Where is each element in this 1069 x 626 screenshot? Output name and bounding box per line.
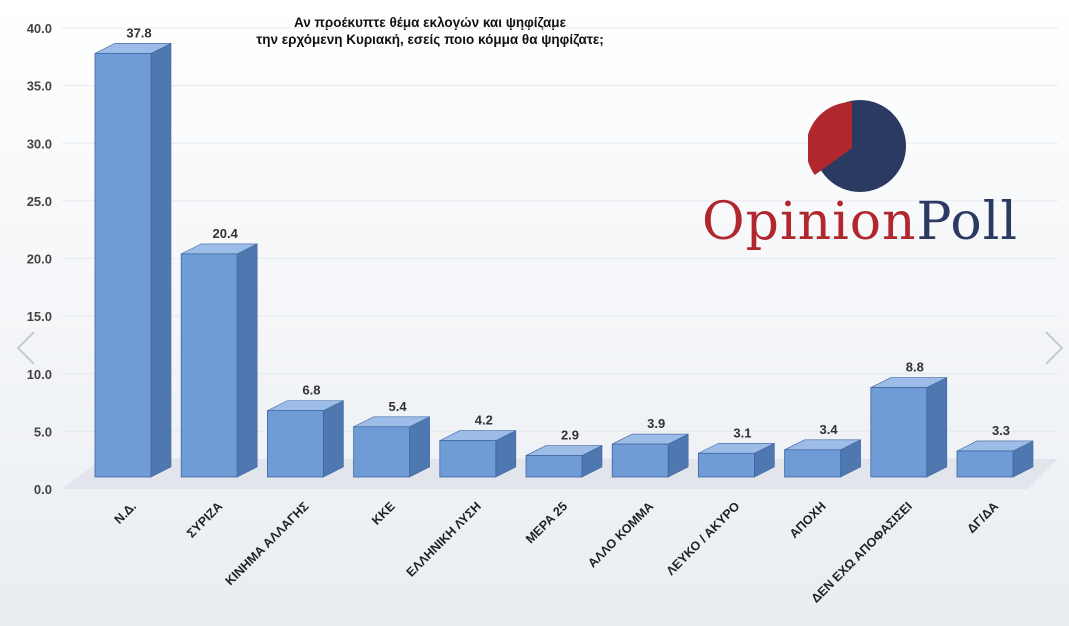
logo-text-opinion: Opinion xyxy=(702,192,917,252)
y-tick-label: 15.0 xyxy=(27,309,52,324)
bar xyxy=(611,433,689,478)
logo-text: OpinionPoll xyxy=(700,192,1020,252)
bar xyxy=(870,377,948,478)
bar xyxy=(266,400,344,478)
chart-title-line-2: την ερχόμενη Κυριακή, εσείς ποιο κόμμα θ… xyxy=(256,32,604,47)
category-label: ΣΥΡΙΖΑ xyxy=(184,499,225,540)
bar xyxy=(180,243,258,478)
category-label: ΕΛΛΗΝΙΚΗ ΛΥΣΗ xyxy=(404,499,484,579)
y-tick-label: 35.0 xyxy=(27,79,52,94)
bar-front xyxy=(525,455,583,478)
bar-front xyxy=(870,387,928,478)
value-label: 20.4 xyxy=(213,226,239,241)
value-label: 5.4 xyxy=(389,399,408,414)
chevron-left-icon[interactable] xyxy=(14,328,38,368)
bar-front xyxy=(698,452,755,478)
bar-front xyxy=(180,253,238,478)
bar-front xyxy=(956,450,1014,478)
bar xyxy=(439,430,517,478)
bar-front xyxy=(784,449,841,478)
y-tick-label: 5.0 xyxy=(34,424,52,439)
bar xyxy=(353,416,430,478)
category-label: ΑΛΛΟ ΚΟΜΜΑ xyxy=(585,499,656,570)
bar-front xyxy=(266,410,324,478)
bar-front xyxy=(439,440,497,478)
value-label: 3.3 xyxy=(992,423,1010,438)
bar xyxy=(94,42,172,478)
logo-text-poll: Poll xyxy=(916,192,1018,252)
y-tick-label: 30.0 xyxy=(27,136,52,151)
category-label: ΚΙΝΗΜΑ ΑΛΛΑΓΗΣ xyxy=(223,499,312,588)
bar-side xyxy=(236,243,258,478)
category-label: ΜΕΡΑ 25 xyxy=(523,499,570,546)
bar xyxy=(698,442,775,478)
bar xyxy=(956,440,1034,478)
value-label: 37.8 xyxy=(126,25,151,40)
bar-front xyxy=(94,52,152,478)
chart-title: Αν προέκυπτε θέμα εκλογών και ψηφίζαμε τ… xyxy=(230,14,630,48)
bar-side xyxy=(926,377,948,478)
y-tick-label: 20.0 xyxy=(27,252,52,267)
value-label: 2.9 xyxy=(561,428,579,443)
category-label: ΑΠΟΧΗ xyxy=(787,499,829,541)
category-label: ΔΕΝ ΕΧΩ ΑΠΟΦΑΣΙΣΕΙ xyxy=(808,499,914,605)
value-label: 3.4 xyxy=(820,422,839,437)
bar-side xyxy=(150,42,172,478)
category-label: Ν.Δ. xyxy=(112,499,140,527)
category-label: ΔΓ/ΔΑ xyxy=(964,499,1001,536)
y-tick-label: 25.0 xyxy=(27,194,52,209)
bar-front xyxy=(353,426,411,478)
value-label: 8.8 xyxy=(906,360,924,375)
value-label: 4.2 xyxy=(475,413,493,428)
category-label: ΛΕΥΚΟ / ΑΚΥΡΟ xyxy=(664,499,743,578)
logo-pie-red xyxy=(808,102,852,176)
bar-side xyxy=(323,400,344,478)
value-label: 3.1 xyxy=(733,425,751,440)
chevron-right-icon[interactable] xyxy=(1042,328,1066,368)
chart-title-line-1: Αν προέκυπτε θέμα εκλογών και ψηφίζαμε xyxy=(294,15,566,30)
bar xyxy=(525,445,603,478)
bar xyxy=(784,439,861,478)
value-label: 3.9 xyxy=(647,416,665,431)
bar-front xyxy=(611,443,669,478)
logo-pie-icon xyxy=(808,100,906,192)
y-tick-label: 0.0 xyxy=(34,482,52,497)
opinion-poll-logo: OpinionPoll xyxy=(700,96,1020,256)
bar-side xyxy=(409,416,430,478)
y-tick-label: 40.0 xyxy=(27,21,52,36)
y-tick-label: 10.0 xyxy=(27,367,52,382)
category-label: ΚΚΕ xyxy=(369,499,398,528)
value-label: 6.8 xyxy=(302,383,320,398)
